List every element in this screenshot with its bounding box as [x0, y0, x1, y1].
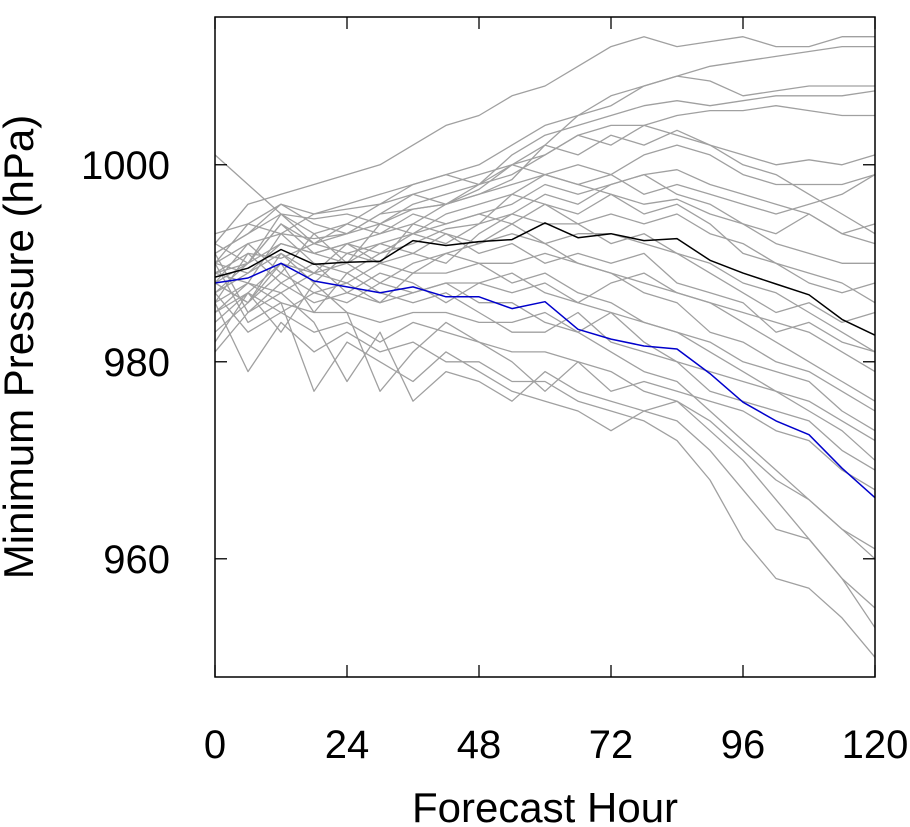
ensemble-mean-line — [214, 222, 876, 336]
ensemble-member-line-29 — [214, 164, 876, 235]
ensemble-members — [214, 36, 876, 658]
ensemble-control-line — [214, 262, 876, 499]
ensemble-member-line-19 — [214, 282, 876, 491]
x-tick-label: 24 — [325, 723, 370, 767]
x-tick-label: 120 — [842, 723, 909, 767]
ensemble-member-line-6 — [214, 129, 876, 284]
ensemble-member-line-16 — [214, 302, 876, 658]
ensemble-member-line-28 — [214, 252, 876, 432]
x-tick-label: 0 — [204, 723, 226, 767]
x-tick-label: 48 — [457, 723, 502, 767]
ensemble-member-line-12 — [214, 252, 876, 402]
summary-lines — [214, 222, 876, 499]
y-axis-title: Minimum Pressure (hPa) — [0, 115, 42, 579]
y-tick-label: 960 — [103, 538, 170, 582]
ensemble-member-line-26 — [214, 233, 876, 353]
tick-labels: 0 24 48 72 96 120 960 980 1000 — [81, 144, 908, 767]
ensemble-member-line-18 — [214, 253, 876, 550]
ensemble-member-line-3 — [214, 75, 875, 264]
x-tick-label: 96 — [721, 723, 766, 767]
ensemble-member-line-10 — [214, 213, 876, 304]
ensemble-member-line-21 — [214, 282, 876, 442]
x-tick-label: 72 — [589, 723, 634, 767]
ensemble-member-line-8 — [214, 169, 876, 304]
ensemble-member-line-5 — [214, 105, 875, 274]
y-tick-label: 980 — [103, 341, 170, 385]
ensemble-member-line-15 — [214, 292, 876, 629]
x-axis-title: Forecast Hour — [412, 784, 678, 827]
ensemble-member-line-14 — [214, 262, 876, 560]
ensemble-member-line-20 — [214, 262, 876, 471]
plot-frame — [214, 16, 876, 678]
ensemble-member-line-2 — [214, 36, 875, 245]
axis-ticks — [214, 17, 876, 677]
y-tick-label: 1000 — [81, 144, 170, 188]
ensemble-member-line-27 — [214, 124, 876, 254]
ensemble-member-line-30 — [214, 203, 876, 324]
ensemble-member-line-17 — [214, 272, 876, 609]
ensemble-member-line-22 — [214, 213, 876, 412]
ensemble-member-line-4 — [214, 90, 876, 254]
ensemble-member-line-23 — [214, 252, 876, 373]
